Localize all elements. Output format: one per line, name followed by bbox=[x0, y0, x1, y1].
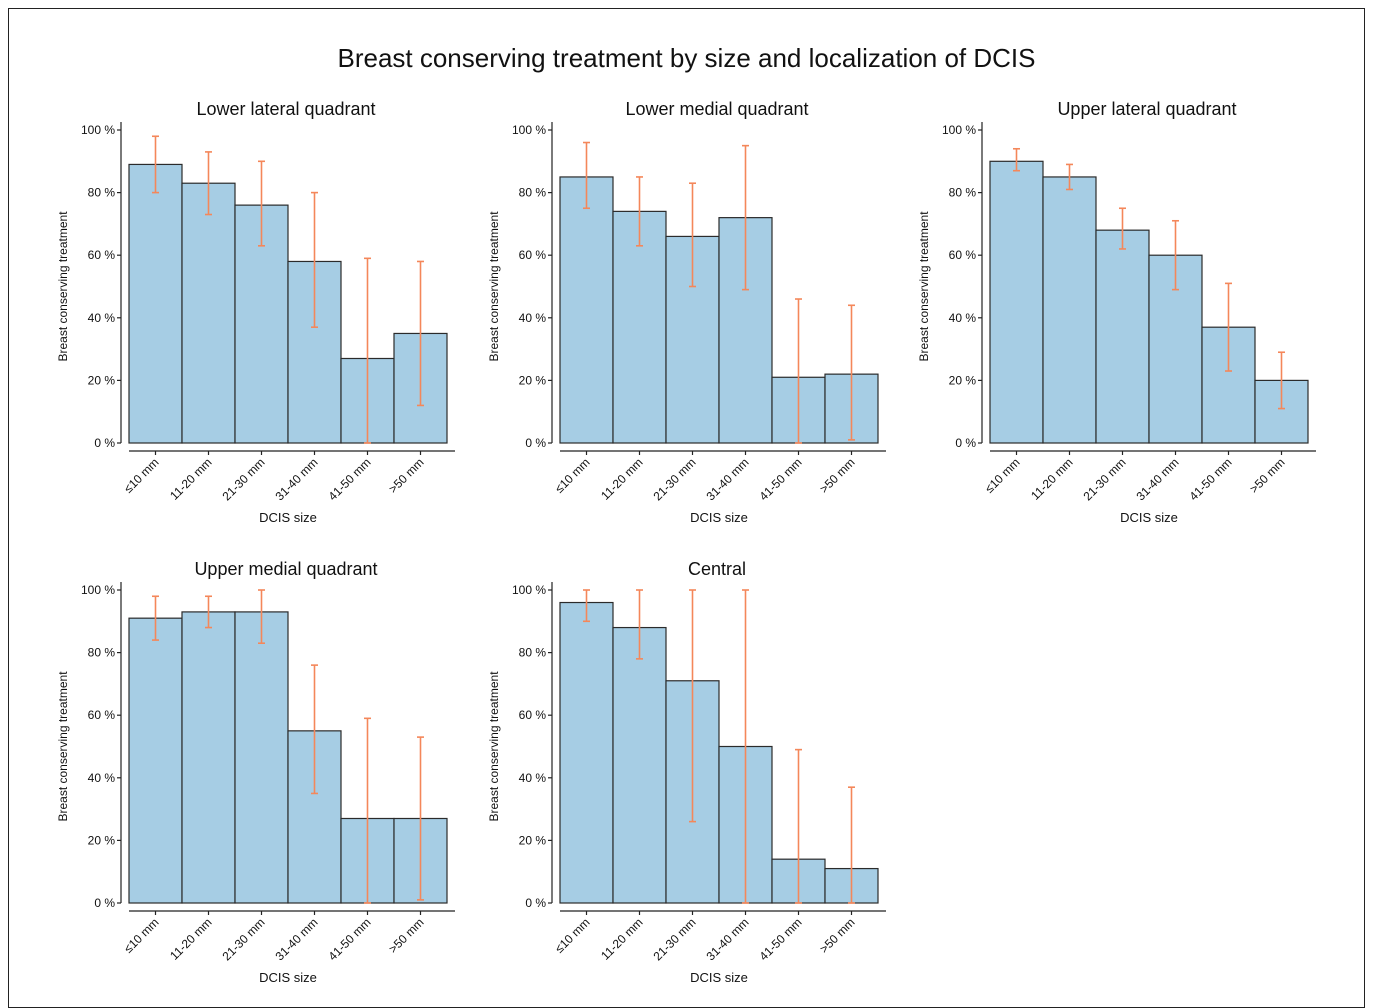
y-tick-label: 100 % bbox=[942, 123, 976, 137]
bar bbox=[989, 160, 1044, 444]
x-tick-label: ≤10 mm bbox=[552, 455, 592, 495]
y-axis-title: Breast conserving treatment bbox=[917, 211, 931, 362]
y-tick-label: 80 % bbox=[519, 646, 547, 660]
y-tick-label: 40 % bbox=[88, 771, 116, 785]
y-tick-label: 100 % bbox=[81, 583, 115, 597]
y-tick-label: 80 % bbox=[88, 186, 116, 200]
x-tick-label: >50 mm bbox=[817, 915, 858, 956]
y-tick-label: 0 % bbox=[94, 436, 115, 450]
bar bbox=[181, 182, 236, 444]
x-tick-label: 11-20 mm bbox=[1028, 455, 1075, 502]
y-tick-label: 60 % bbox=[88, 708, 116, 722]
bar bbox=[559, 601, 614, 904]
y-tick-label: 0 % bbox=[955, 436, 976, 450]
x-tick-label: 21-30 mm bbox=[1081, 455, 1129, 503]
y-tick-label: 60 % bbox=[949, 248, 977, 262]
x-tick-label: >50 mm bbox=[386, 915, 427, 956]
x-tick-label: 21-30 mm bbox=[220, 455, 268, 503]
x-tick-label: ≤10 mm bbox=[552, 915, 592, 955]
x-tick-label: 21-30 mm bbox=[651, 915, 699, 963]
y-axis-title: Breast conserving treatment bbox=[56, 211, 70, 362]
y-tick-label: 60 % bbox=[519, 708, 547, 722]
y-axis-title: Breast conserving treatment bbox=[56, 671, 70, 822]
y-tick-label: 80 % bbox=[519, 186, 547, 200]
y-tick-label: 100 % bbox=[81, 123, 115, 137]
x-tick-label: 41-50 mm bbox=[1187, 455, 1235, 503]
y-tick-label: 0 % bbox=[525, 436, 546, 450]
panel-title: Lower lateral quadrant bbox=[196, 99, 375, 119]
y-tick-label: 20 % bbox=[519, 373, 547, 387]
bar bbox=[665, 235, 720, 444]
x-tick-label: >50 mm bbox=[817, 455, 858, 496]
x-tick-label: 31-40 mm bbox=[704, 915, 752, 963]
x-tick-label: 31-40 mm bbox=[704, 455, 752, 503]
y-tick-label: 0 % bbox=[94, 896, 115, 910]
bar bbox=[559, 176, 614, 444]
x-tick-label: >50 mm bbox=[386, 455, 427, 496]
x-tick-label: 31-40 mm bbox=[273, 455, 321, 503]
y-tick-label: 80 % bbox=[88, 646, 116, 660]
y-tick-label: 20 % bbox=[949, 373, 977, 387]
panel-title: Upper lateral quadrant bbox=[1057, 99, 1236, 119]
bar bbox=[234, 611, 289, 904]
bar bbox=[1095, 229, 1150, 444]
x-tick-label: 11-20 mm bbox=[598, 455, 645, 502]
x-tick-label: 11-20 mm bbox=[167, 915, 214, 962]
y-axis-title: Breast conserving treatment bbox=[487, 211, 501, 362]
x-tick-label: 31-40 mm bbox=[273, 915, 321, 963]
y-tick-label: 80 % bbox=[949, 186, 977, 200]
x-tick-label: 41-50 mm bbox=[757, 455, 805, 503]
y-tick-label: 40 % bbox=[949, 311, 977, 325]
y-tick-label: 0 % bbox=[525, 896, 546, 910]
x-axis-title: DCIS size bbox=[690, 510, 748, 525]
x-tick-label: 21-30 mm bbox=[651, 455, 699, 503]
panel-title: Lower medial quadrant bbox=[625, 99, 808, 119]
y-tick-label: 20 % bbox=[88, 373, 116, 387]
panel-title: Central bbox=[688, 559, 746, 579]
x-tick-label: 41-50 mm bbox=[326, 455, 374, 503]
bar bbox=[128, 617, 183, 904]
y-tick-label: 40 % bbox=[519, 311, 547, 325]
y-tick-label: 20 % bbox=[519, 833, 547, 847]
x-tick-label: ≤10 mm bbox=[982, 455, 1022, 495]
y-tick-label: 40 % bbox=[88, 311, 116, 325]
x-tick-label: 41-50 mm bbox=[326, 915, 374, 963]
x-axis-title: DCIS size bbox=[1120, 510, 1178, 525]
y-tick-label: 60 % bbox=[519, 248, 547, 262]
x-tick-label: 11-20 mm bbox=[598, 915, 645, 962]
x-tick-label: ≤10 mm bbox=[121, 455, 161, 495]
bar bbox=[128, 163, 183, 444]
panel-title: Upper medial quadrant bbox=[194, 559, 377, 579]
x-tick-label: 11-20 mm bbox=[167, 455, 214, 502]
x-tick-label: 21-30 mm bbox=[220, 915, 268, 963]
bar bbox=[181, 611, 236, 904]
bar bbox=[612, 626, 667, 904]
y-tick-label: 100 % bbox=[512, 583, 546, 597]
y-tick-label: 20 % bbox=[88, 833, 116, 847]
x-tick-label: ≤10 mm bbox=[121, 915, 161, 955]
x-axis-title: DCIS size bbox=[259, 510, 317, 525]
x-tick-label: 31-40 mm bbox=[1134, 455, 1182, 503]
x-tick-label: >50 mm bbox=[1247, 455, 1288, 496]
y-tick-label: 40 % bbox=[519, 771, 547, 785]
y-tick-label: 60 % bbox=[88, 248, 116, 262]
y-tick-label: 100 % bbox=[512, 123, 546, 137]
bar bbox=[1042, 176, 1097, 444]
x-axis-title: DCIS size bbox=[690, 970, 748, 985]
figure-title: Breast conserving treatment by size and … bbox=[337, 43, 1036, 73]
x-axis-title: DCIS size bbox=[259, 970, 317, 985]
y-axis-title: Breast conserving treatment bbox=[487, 671, 501, 822]
x-tick-label: 41-50 mm bbox=[757, 915, 805, 963]
